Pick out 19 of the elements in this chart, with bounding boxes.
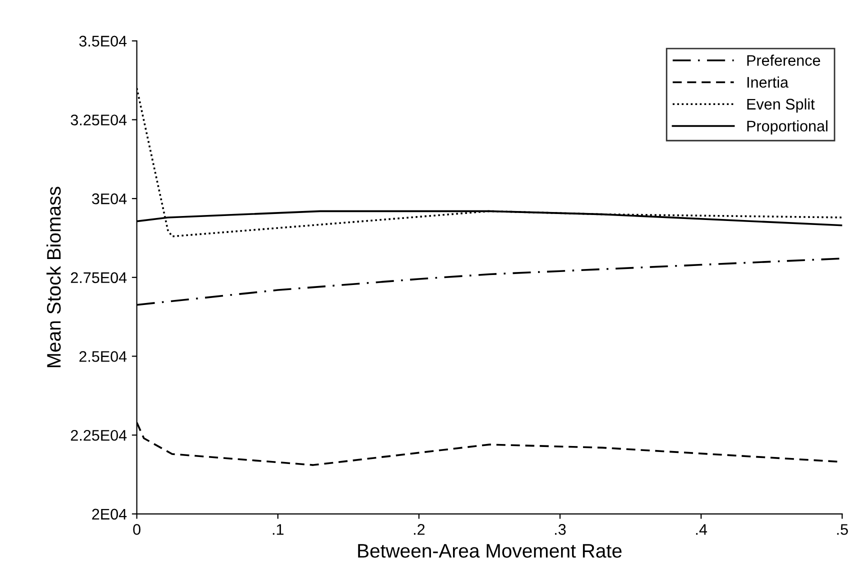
x-tick-label: .3: [555, 524, 566, 535]
y-tick-label: 2.75E04: [70, 272, 127, 284]
legend-label: Even Split: [747, 98, 815, 113]
x-axis-title: Between-Area Movement Rate: [358, 544, 622, 558]
y-tick-label: 2.25E04: [70, 430, 127, 441]
y-tick-label: 2E04: [92, 508, 127, 520]
x-tick-label: .2: [414, 524, 425, 535]
y-tick-label: 3E04: [92, 193, 127, 204]
y-axis-title: Mean Stock Biomass: [46, 186, 61, 368]
legend-label: Inertia: [747, 76, 789, 88]
x-tick-label: .1: [272, 524, 284, 535]
legend-label: Preference: [747, 54, 820, 66]
y-tick-label: 2.5E04: [79, 351, 127, 362]
x-tick-label: .5: [837, 524, 848, 535]
legend-label: Proportional: [747, 120, 828, 135]
x-tick-label: .4: [696, 524, 708, 535]
x-tick-label: 0: [133, 524, 140, 535]
y-tick-label: 3.5E04: [79, 36, 127, 47]
y-tick-label: 3.25E04: [70, 114, 127, 126]
